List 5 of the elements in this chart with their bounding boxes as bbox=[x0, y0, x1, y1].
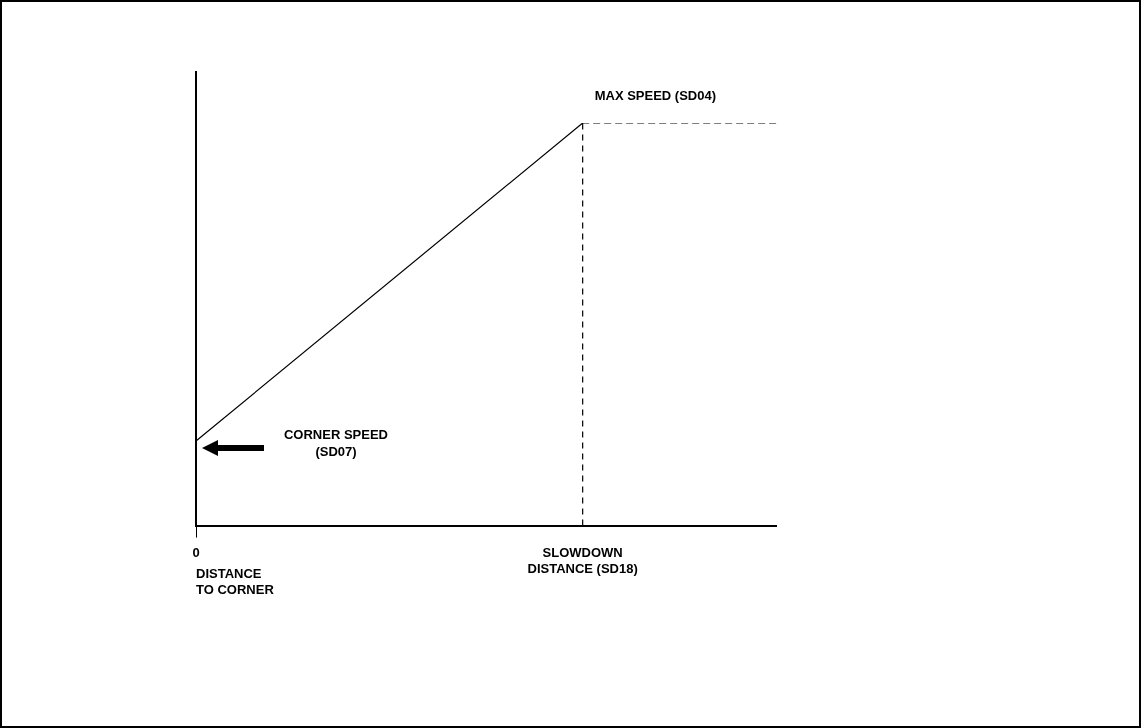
x-tick-label: SLOWDOWN DISTANCE (SD18) bbox=[527, 544, 638, 576]
x-axis-title: DISTANCE TO CORNER bbox=[196, 566, 275, 597]
annotation: CORNER SPEED (SD07) bbox=[283, 427, 389, 460]
annotation: MAX SPEED (SD04) bbox=[594, 88, 717, 104]
x-tick-label: 0 bbox=[192, 544, 200, 560]
